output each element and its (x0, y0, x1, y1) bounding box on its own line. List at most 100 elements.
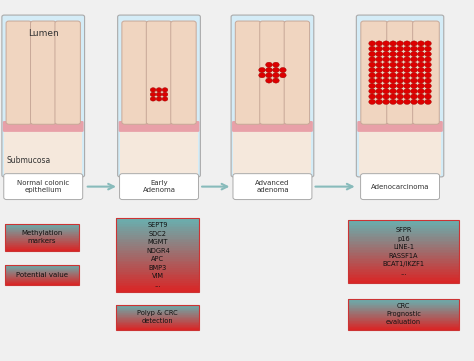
FancyBboxPatch shape (260, 21, 285, 124)
Bar (5, 235, 79, 236)
Bar (5, 277, 79, 278)
FancyBboxPatch shape (6, 21, 31, 124)
Bar (5, 228, 79, 229)
Circle shape (410, 57, 418, 62)
Bar (117, 305, 199, 330)
Bar (117, 312, 199, 313)
FancyBboxPatch shape (4, 174, 82, 200)
Bar (117, 305, 199, 306)
Bar (348, 327, 459, 328)
Circle shape (383, 83, 390, 88)
Bar (117, 246, 199, 248)
Bar (5, 229, 79, 230)
Bar (117, 261, 199, 262)
Bar (5, 249, 79, 250)
Text: Normal colonic
epithelium: Normal colonic epithelium (17, 180, 69, 193)
Bar (348, 255, 459, 256)
Bar (5, 247, 79, 248)
Circle shape (376, 52, 383, 57)
Bar (117, 317, 199, 318)
Text: SEPT9
SDC2
MGMT
NDGR4
APC
BMP3
VIM
...: SEPT9 SDC2 MGMT NDGR4 APC BMP3 VIM ... (146, 222, 170, 288)
Bar (348, 240, 459, 242)
Circle shape (162, 92, 168, 96)
Circle shape (390, 52, 396, 57)
Bar (117, 226, 199, 227)
Bar (117, 310, 199, 311)
Bar (348, 220, 459, 283)
Circle shape (390, 83, 396, 88)
Bar (117, 311, 199, 312)
Bar (5, 245, 79, 246)
Bar (348, 262, 459, 264)
Bar (117, 220, 199, 222)
Circle shape (404, 78, 410, 83)
Circle shape (410, 99, 418, 104)
Bar (348, 317, 459, 318)
Circle shape (390, 68, 396, 73)
Circle shape (397, 83, 403, 88)
Bar (348, 239, 459, 240)
Bar (348, 307, 459, 308)
Circle shape (265, 73, 272, 78)
Circle shape (273, 78, 279, 83)
FancyBboxPatch shape (361, 174, 439, 200)
Circle shape (397, 52, 403, 57)
Circle shape (404, 94, 410, 99)
Bar (5, 250, 79, 251)
Bar (348, 299, 459, 300)
Bar (348, 299, 459, 330)
Bar (5, 275, 79, 276)
Text: Methylation
markers: Methylation markers (21, 230, 63, 244)
Circle shape (390, 73, 396, 78)
Bar (5, 271, 79, 272)
Bar (348, 242, 459, 244)
Circle shape (425, 78, 431, 83)
Bar (348, 325, 459, 326)
Bar (117, 313, 199, 314)
Bar (5, 237, 79, 238)
Circle shape (410, 73, 418, 78)
Circle shape (376, 99, 383, 104)
Circle shape (425, 94, 431, 99)
Bar (348, 305, 459, 306)
Circle shape (390, 99, 396, 104)
Text: Polyp & CRC
detection: Polyp & CRC detection (137, 310, 178, 324)
Circle shape (383, 46, 390, 51)
Circle shape (383, 57, 390, 62)
Circle shape (410, 46, 418, 51)
Bar (117, 268, 199, 270)
Bar (5, 276, 79, 277)
Circle shape (397, 46, 403, 51)
Bar (5, 236, 79, 237)
Bar (5, 239, 79, 240)
Circle shape (397, 68, 403, 73)
Circle shape (390, 41, 396, 46)
Bar (348, 258, 459, 260)
Bar (117, 229, 199, 231)
Bar (117, 286, 199, 288)
Circle shape (425, 52, 431, 57)
Bar (348, 238, 459, 239)
Circle shape (397, 73, 403, 78)
Bar (117, 325, 199, 326)
Bar (348, 252, 459, 253)
Bar (348, 220, 459, 222)
Bar (117, 218, 199, 292)
Bar (348, 323, 459, 325)
Bar (5, 244, 79, 245)
Bar (348, 256, 459, 258)
Bar (120, 131, 198, 175)
Circle shape (425, 46, 431, 51)
Circle shape (425, 41, 431, 46)
Circle shape (410, 52, 418, 57)
Bar (4, 131, 82, 175)
Bar (348, 247, 459, 248)
Bar (5, 269, 79, 270)
Bar (117, 290, 199, 292)
Text: Submucosa: Submucosa (7, 156, 51, 165)
Circle shape (273, 68, 279, 73)
Circle shape (265, 68, 272, 73)
Bar (117, 279, 199, 281)
Circle shape (418, 94, 424, 99)
Circle shape (404, 46, 410, 51)
